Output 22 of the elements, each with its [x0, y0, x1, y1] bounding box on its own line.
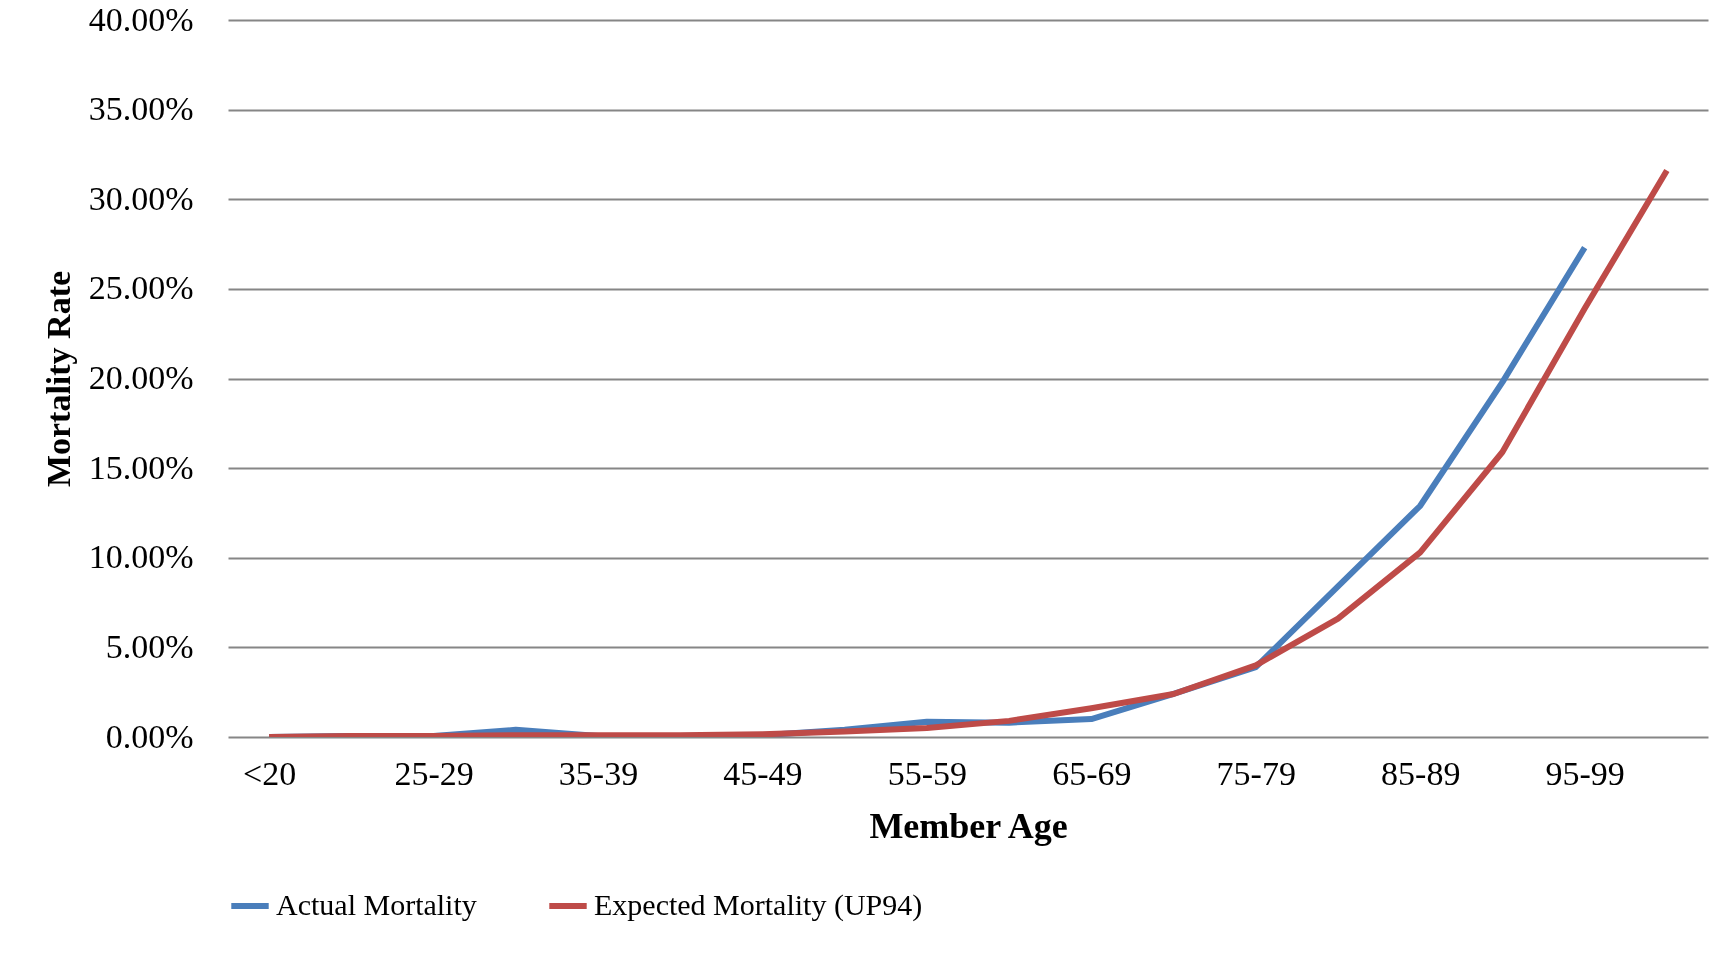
x-tick-label: 65-69	[1052, 754, 1132, 792]
legend-label: Expected Mortality (UP94)	[594, 888, 923, 922]
y-tick-label: 15.00%	[88, 448, 194, 486]
y-tick-label: 20.00%	[88, 359, 194, 396]
y-tick-label: 30.00%	[88, 179, 194, 217]
x-tick-label: 75-79	[1216, 754, 1296, 792]
x-tick-label: 85-89	[1381, 754, 1461, 792]
x-tick-label: 35-39	[558, 754, 639, 792]
x-tick-label: 25-29	[394, 754, 474, 792]
x-axis-title: Member Age	[869, 805, 1068, 846]
y-tick-label: 25.00%	[88, 269, 194, 307]
x-tick-label: <20	[243, 754, 297, 792]
legend-label: Actual Mortality	[276, 888, 477, 921]
x-tick-label: 55-59	[887, 754, 968, 792]
y-tick-label: 0.00%	[105, 717, 194, 755]
y-axis-title: Mortality Rate	[39, 270, 77, 488]
x-tick-label: 45-49	[723, 754, 803, 792]
x-tick-label: 95-99	[1545, 754, 1625, 792]
y-tick-label: 40.00%	[88, 0, 194, 38]
y-tick-label: 10.00%	[88, 538, 194, 576]
y-tick-label: 5.00%	[105, 627, 194, 665]
y-tick-label: 35.00%	[88, 90, 194, 128]
